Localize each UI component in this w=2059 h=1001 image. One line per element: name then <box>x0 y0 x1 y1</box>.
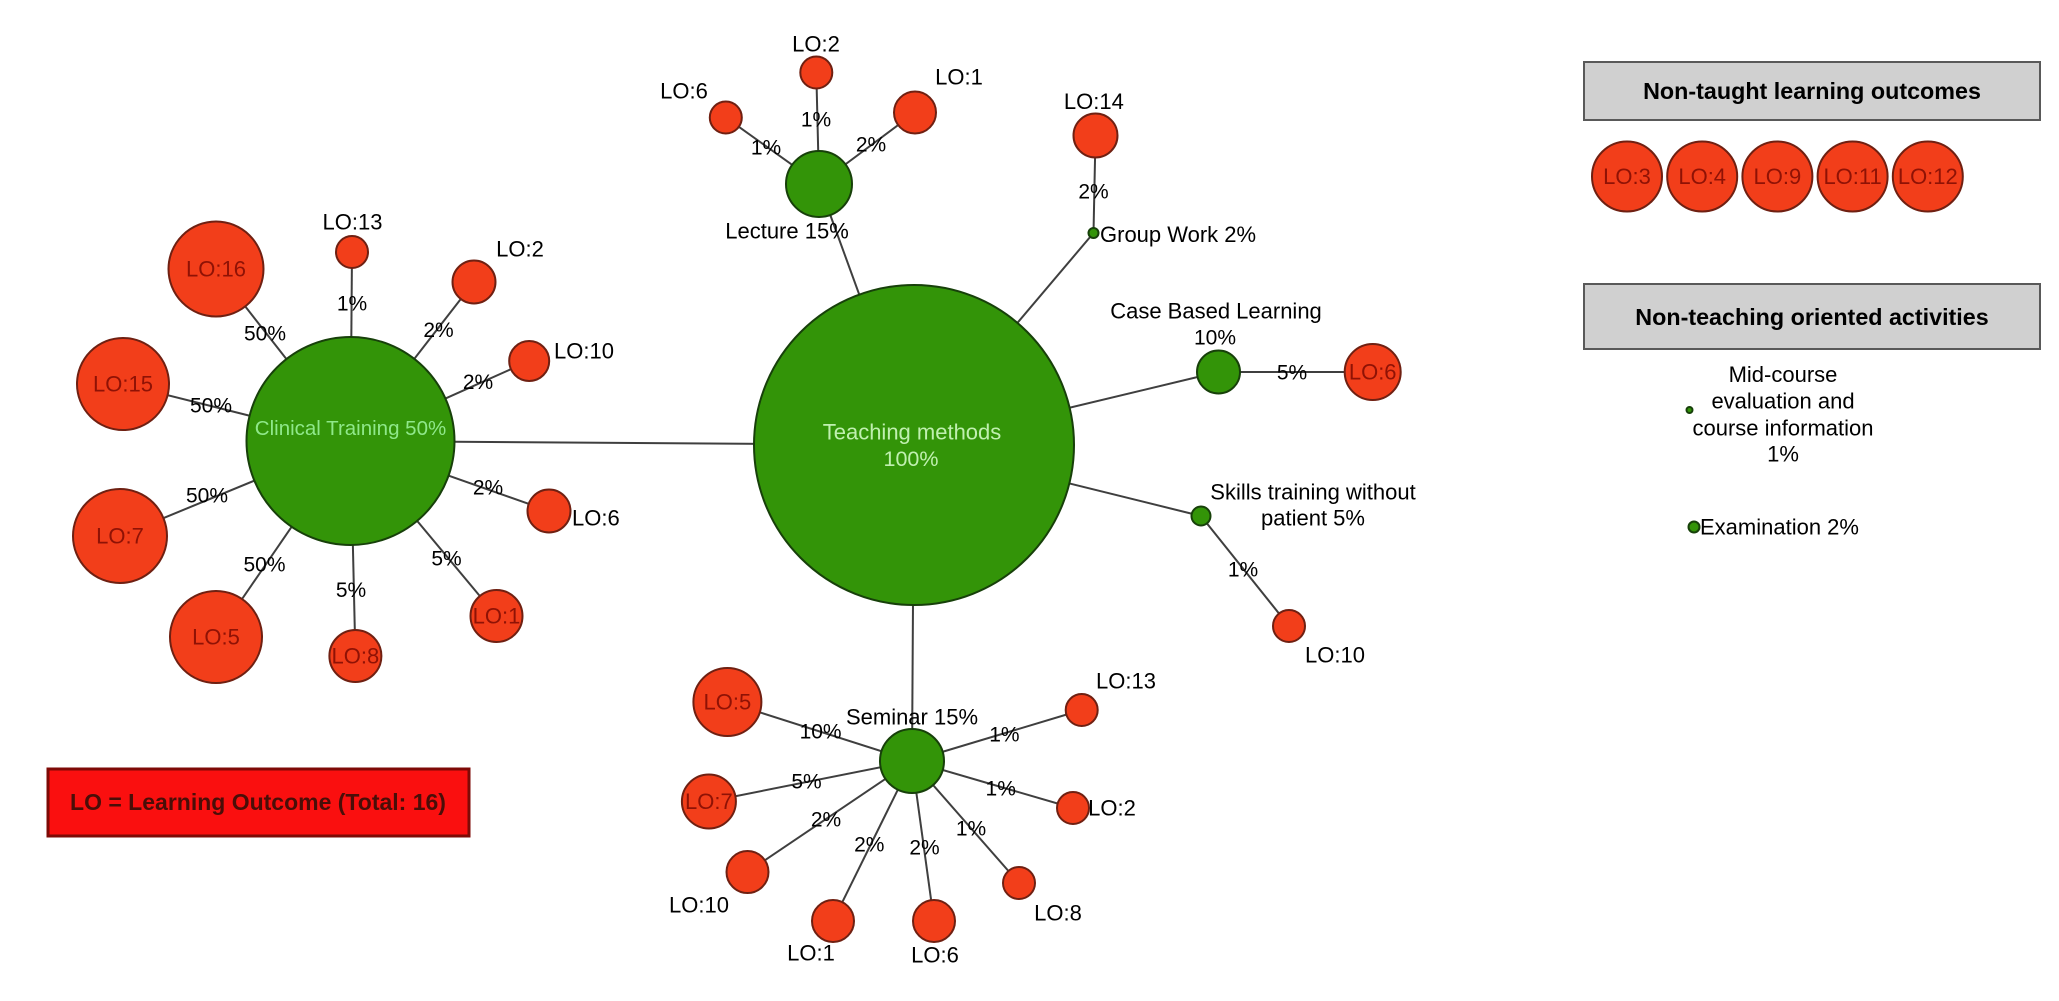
svg-text:LO = Learning Outcome (Total:: LO = Learning Outcome (Total: 16) <box>70 789 446 815</box>
svg-text:LO:8: LO:8 <box>1034 901 1082 926</box>
svg-text:LO:7: LO:7 <box>96 524 144 549</box>
svg-text:LO:13: LO:13 <box>1096 669 1156 694</box>
svg-text:LO:5: LO:5 <box>192 625 240 650</box>
svg-text:Clinical Training 50%: Clinical Training 50% <box>255 417 446 440</box>
svg-text:LO:10: LO:10 <box>554 339 614 364</box>
svg-text:LO:10: LO:10 <box>1305 643 1365 668</box>
svg-text:Non-teaching oriented activiti: Non-teaching oriented activities <box>1635 304 1988 330</box>
svg-text:Mid-course: Mid-course <box>1729 362 1838 387</box>
svg-text:Teaching methods: Teaching methods <box>823 420 1002 445</box>
svg-text:Lecture 15%: Lecture 15% <box>725 219 849 244</box>
svg-text:50%: 50% <box>190 395 232 418</box>
svg-text:1%: 1% <box>956 818 986 841</box>
svg-text:LO:1: LO:1 <box>935 65 983 90</box>
svg-text:LO:1: LO:1 <box>787 941 835 966</box>
svg-text:1%: 1% <box>337 293 367 316</box>
svg-text:LO:6: LO:6 <box>911 943 959 968</box>
svg-text:2%: 2% <box>1078 181 1108 204</box>
svg-text:patient 5%: patient 5% <box>1261 506 1365 531</box>
svg-text:1%: 1% <box>1767 442 1799 467</box>
svg-text:LO:13: LO:13 <box>323 210 383 235</box>
svg-text:LO:10: LO:10 <box>669 893 729 918</box>
svg-text:5%: 5% <box>791 771 821 794</box>
svg-text:LO:14: LO:14 <box>1064 89 1124 114</box>
svg-text:1%: 1% <box>801 109 831 132</box>
svg-text:LO:1: LO:1 <box>473 604 521 629</box>
svg-text:5%: 5% <box>431 548 461 571</box>
svg-text:LO:6: LO:6 <box>1349 360 1397 385</box>
svg-text:Non-taught learning outcomes: Non-taught learning outcomes <box>1643 78 1981 104</box>
svg-text:LO:8: LO:8 <box>332 644 380 669</box>
svg-text:2%: 2% <box>856 134 886 157</box>
svg-text:2%: 2% <box>811 809 841 832</box>
svg-text:Group Work 2%: Group Work 2% <box>1100 222 1256 247</box>
svg-text:1%: 1% <box>751 137 781 160</box>
svg-text:LO:5: LO:5 <box>704 690 752 715</box>
svg-text:100%: 100% <box>884 447 939 471</box>
svg-text:LO:2: LO:2 <box>496 237 544 262</box>
svg-text:5%: 5% <box>336 579 366 602</box>
svg-text:LO:16: LO:16 <box>186 257 246 282</box>
svg-text:LO:15: LO:15 <box>93 372 153 397</box>
svg-text:LO:6: LO:6 <box>660 79 708 104</box>
svg-text:evaluation and: evaluation and <box>1711 389 1854 414</box>
svg-text:2%: 2% <box>909 837 939 860</box>
svg-text:Skills training without: Skills training without <box>1210 480 1415 505</box>
svg-text:LO:2: LO:2 <box>1088 796 1136 821</box>
svg-text:LO:3: LO:3 <box>1603 164 1651 189</box>
svg-text:2%: 2% <box>463 371 493 394</box>
svg-text:5%: 5% <box>1277 362 1307 385</box>
svg-text:Case Based Learning: Case Based Learning <box>1110 299 1322 324</box>
svg-text:course information: course information <box>1693 416 1874 441</box>
svg-text:1%: 1% <box>1228 559 1258 582</box>
svg-text:LO:9: LO:9 <box>1754 164 1802 189</box>
svg-text:50%: 50% <box>186 485 228 508</box>
svg-text:50%: 50% <box>244 323 286 346</box>
svg-text:1%: 1% <box>986 778 1016 801</box>
svg-text:LO:7: LO:7 <box>685 789 733 814</box>
svg-text:LO:4: LO:4 <box>1678 164 1726 189</box>
svg-text:2%: 2% <box>473 477 503 500</box>
svg-text:10%: 10% <box>1194 327 1236 350</box>
svg-text:LO:12: LO:12 <box>1898 164 1958 189</box>
svg-text:LO:6: LO:6 <box>572 506 620 531</box>
svg-text:LO:2: LO:2 <box>792 32 840 57</box>
svg-text:2%: 2% <box>854 834 884 857</box>
svg-text:2%: 2% <box>423 319 453 342</box>
svg-text:Examination 2%: Examination 2% <box>1700 515 1859 540</box>
svg-text:Seminar 15%: Seminar 15% <box>846 705 978 730</box>
svg-text:LO:11: LO:11 <box>1823 164 1881 189</box>
svg-text:1%: 1% <box>989 724 1019 747</box>
svg-text:10%: 10% <box>800 721 842 744</box>
svg-text:50%: 50% <box>243 554 285 577</box>
